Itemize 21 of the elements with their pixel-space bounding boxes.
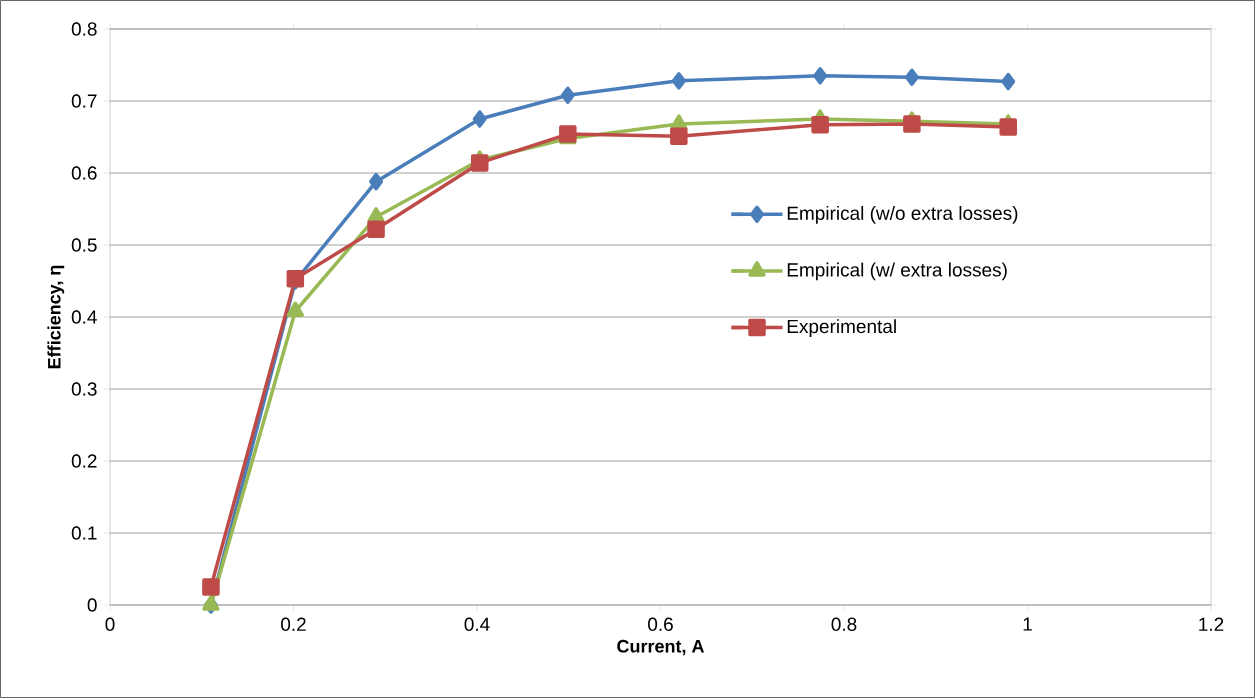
x-tick-label: 1 <box>1023 617 1032 631</box>
x-tick-label: 0.2 <box>281 617 306 631</box>
x-tick-label: 0 <box>105 617 115 631</box>
y-tick-label: 0 <box>87 598 97 612</box>
legend-label: Empirical (w/o extra losses) <box>787 206 1018 224</box>
y-tick-label: 0.6 <box>71 166 97 180</box>
legend-label: Experimental <box>787 319 896 337</box>
x-tick-label: 0.8 <box>831 617 857 631</box>
x-tick-label: 0.6 <box>648 617 673 631</box>
y-tick-label: 0.3 <box>71 382 97 396</box>
legend-label: Empirical (w/ extra losses) <box>787 262 1007 281</box>
x-tick-label: 0.4 <box>464 617 490 631</box>
y-tick-label: 0.5 <box>71 238 97 252</box>
y-tick-label: 0.7 <box>71 94 97 108</box>
x-tick-label: 1.2 <box>1199 617 1224 631</box>
y-tick-label: 0.4 <box>71 310 97 324</box>
y-tick-label: 0.8 <box>71 22 97 36</box>
x-axis-title: Current, A <box>617 639 705 656</box>
y-tick-label: 0.2 <box>71 454 97 468</box>
y-axis-title: Efficiency, η <box>47 265 65 369</box>
y-tick-label: 0.1 <box>71 526 97 540</box>
